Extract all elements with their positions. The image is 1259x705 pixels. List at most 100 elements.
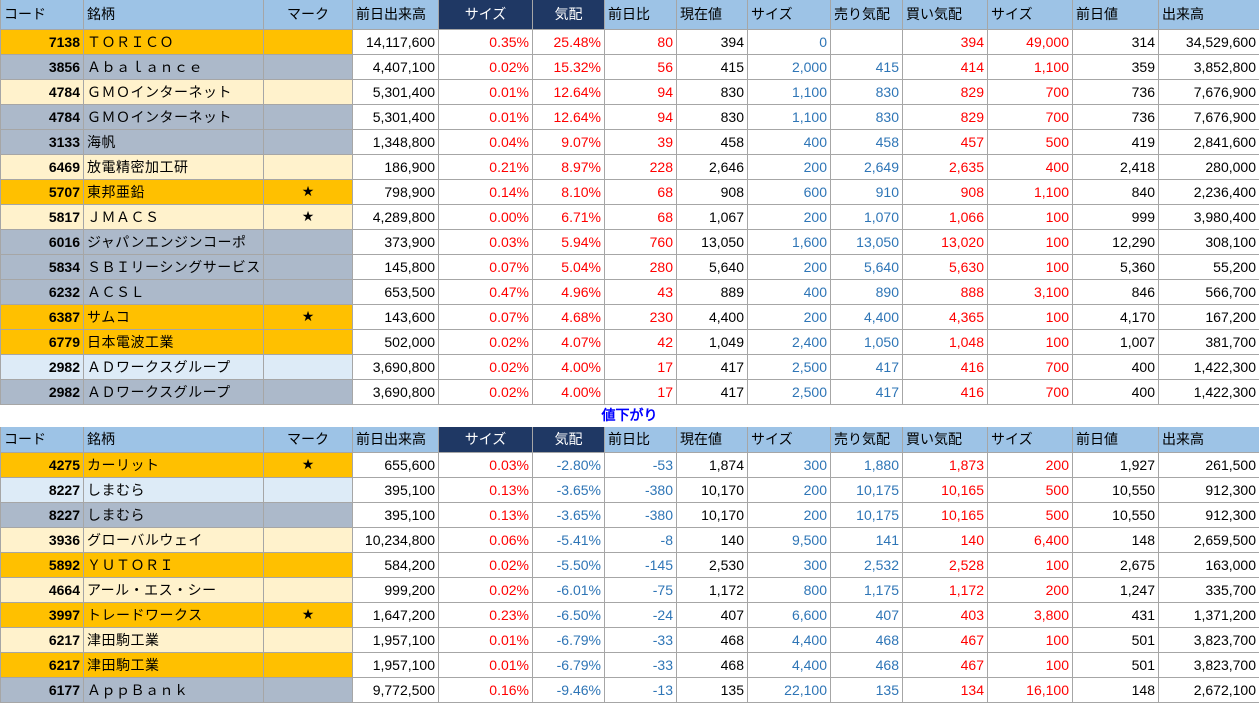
cell-change[interactable]: 17: [604, 379, 677, 405]
cell-bid[interactable]: 1,066: [902, 204, 988, 230]
cell-volume[interactable]: 335,700: [1158, 577, 1259, 603]
cell-code[interactable]: 5834: [0, 254, 84, 280]
cell-name[interactable]: トレードワークス: [83, 602, 264, 628]
cell-bid[interactable]: 4,365: [902, 304, 988, 330]
cell-size-1[interactable]: 4,400: [747, 627, 831, 653]
cell-size-pct[interactable]: 0.02%: [438, 577, 533, 603]
cell-size-2[interactable]: 100: [987, 204, 1073, 230]
cell-size-pct[interactable]: 0.01%: [438, 652, 533, 678]
cell-change[interactable]: -380: [604, 502, 677, 528]
cell-prev-close[interactable]: 148: [1072, 677, 1159, 703]
cell-ask[interactable]: 2,532: [830, 552, 903, 578]
cell-prev-volume[interactable]: 502,000: [352, 329, 439, 355]
cell-prev-close[interactable]: 4,170: [1072, 304, 1159, 330]
cell-code[interactable]: 4784: [0, 104, 84, 130]
cell-size-2[interactable]: 1,100: [987, 54, 1073, 80]
cell-bid[interactable]: 1,048: [902, 329, 988, 355]
cell-change[interactable]: -145: [604, 552, 677, 578]
cell-volume[interactable]: 7,676,900: [1158, 104, 1259, 130]
cell-quote-pct[interactable]: 4.96%: [532, 279, 605, 305]
cell-current[interactable]: 135: [676, 677, 748, 703]
cell-size-pct[interactable]: 0.03%: [438, 452, 533, 478]
cell-volume[interactable]: 3,823,700: [1158, 652, 1259, 678]
cell-code[interactable]: 5707: [0, 179, 84, 205]
cell-size-pct[interactable]: 0.02%: [438, 54, 533, 80]
cell-name[interactable]: Ａｂａｌａｎｃｅ: [83, 54, 264, 80]
cell-bid[interactable]: 10,165: [902, 477, 988, 503]
cell-quote-pct[interactable]: -3.65%: [532, 502, 605, 528]
cell-change[interactable]: 94: [604, 79, 677, 105]
cell-mark[interactable]: [263, 477, 353, 503]
cell-size-2[interactable]: 700: [987, 354, 1073, 380]
cell-current[interactable]: 2,530: [676, 552, 748, 578]
cell-volume[interactable]: 1,371,200: [1158, 602, 1259, 628]
cell-ask[interactable]: 1,175: [830, 577, 903, 603]
cell-code[interactable]: 8227: [0, 502, 84, 528]
cell-prev-close[interactable]: 736: [1072, 104, 1159, 130]
cell-code[interactable]: 6016: [0, 229, 84, 255]
cell-change[interactable]: -75: [604, 577, 677, 603]
cell-mark[interactable]: [263, 254, 353, 280]
cell-prev-volume[interactable]: 798,900: [352, 179, 439, 205]
cell-size-1[interactable]: 1,600: [747, 229, 831, 255]
col-header-name[interactable]: 銘柄: [83, 427, 264, 453]
cell-current[interactable]: 1,067: [676, 204, 748, 230]
cell-prev-close[interactable]: 419: [1072, 129, 1159, 155]
cell-size-pct[interactable]: 0.14%: [438, 179, 533, 205]
cell-name[interactable]: ＴＯＲＩＣＯ: [83, 29, 264, 55]
col-header-size-1[interactable]: サイズ: [747, 0, 831, 30]
col-header-mark[interactable]: マーク: [263, 0, 353, 30]
cell-size-1[interactable]: 2,400: [747, 329, 831, 355]
cell-ask[interactable]: 910: [830, 179, 903, 205]
cell-volume[interactable]: 261,500: [1158, 452, 1259, 478]
col-header-size-2[interactable]: サイズ: [987, 427, 1073, 453]
cell-size-pct[interactable]: 0.02%: [438, 379, 533, 405]
cell-size-1[interactable]: 400: [747, 279, 831, 305]
table-row[interactable]: 5834 ＳＢＩリーシングサービス 145,800 0.07% 5.04% 280 5,64…: [0, 254, 1259, 280]
cell-prev-volume[interactable]: 14,117,600: [352, 29, 439, 55]
table-row[interactable]: 6177 ＡｐｐＢａｎｋ 9,772,500 0.16% -9.46% -13 135 22,…: [0, 677, 1259, 703]
cell-mark[interactable]: [263, 552, 353, 578]
cell-quote-pct[interactable]: 4.00%: [532, 379, 605, 405]
cell-code[interactable]: 3997: [0, 602, 84, 628]
cell-current[interactable]: 2,646: [676, 154, 748, 180]
cell-name[interactable]: ＪＭＡＣＳ: [83, 204, 264, 230]
table-row[interactable]: 4275 カーリット ★ 655,600 0.03% -2.80% -53 1,874 300 1…: [0, 452, 1259, 478]
cell-current[interactable]: 394: [676, 29, 748, 55]
cell-quote-pct[interactable]: -6.79%: [532, 652, 605, 678]
cell-ask[interactable]: 468: [830, 652, 903, 678]
cell-size-2[interactable]: 49,000: [987, 29, 1073, 55]
cell-current[interactable]: 10,170: [676, 477, 748, 503]
table-row[interactable]: 6469 放電精密加工研 186,900 0.21% 8.97% 228 2,646 200 2…: [0, 154, 1259, 180]
cell-bid[interactable]: 2,635: [902, 154, 988, 180]
cell-volume[interactable]: 7,676,900: [1158, 79, 1259, 105]
cell-size-pct[interactable]: 0.00%: [438, 204, 533, 230]
cell-change[interactable]: 43: [604, 279, 677, 305]
cell-current[interactable]: 830: [676, 79, 748, 105]
col-header-change[interactable]: 前日比: [604, 0, 677, 30]
cell-prev-close[interactable]: 5,360: [1072, 254, 1159, 280]
cell-prev-close[interactable]: 10,550: [1072, 477, 1159, 503]
cell-size-1[interactable]: 22,100: [747, 677, 831, 703]
cell-size-pct[interactable]: 0.13%: [438, 477, 533, 503]
cell-ask[interactable]: 1,880: [830, 452, 903, 478]
cell-code[interactable]: 6217: [0, 652, 84, 678]
cell-ask[interactable]: 1,050: [830, 329, 903, 355]
cell-prev-volume[interactable]: 1,957,100: [352, 652, 439, 678]
cell-prev-close[interactable]: 314: [1072, 29, 1159, 55]
cell-code[interactable]: 6779: [0, 329, 84, 355]
cell-change[interactable]: 280: [604, 254, 677, 280]
cell-mark[interactable]: [263, 527, 353, 553]
cell-size-2[interactable]: 500: [987, 477, 1073, 503]
cell-quote-pct[interactable]: -3.65%: [532, 477, 605, 503]
table-row[interactable]: 6232 ＡＣＳＬ 653,500 0.47% 4.96% 43 889 400 890 888 3…: [0, 279, 1259, 305]
cell-volume[interactable]: 3,823,700: [1158, 627, 1259, 653]
cell-mark[interactable]: [263, 79, 353, 105]
cell-code[interactable]: 5817: [0, 204, 84, 230]
star-mark-icon[interactable]: ★: [263, 304, 353, 330]
cell-name[interactable]: サムコ: [83, 304, 264, 330]
cell-bid[interactable]: 403: [902, 602, 988, 628]
cell-prev-close[interactable]: 10,550: [1072, 502, 1159, 528]
cell-ask[interactable]: 1,070: [830, 204, 903, 230]
cell-prev-close[interactable]: 1,007: [1072, 329, 1159, 355]
